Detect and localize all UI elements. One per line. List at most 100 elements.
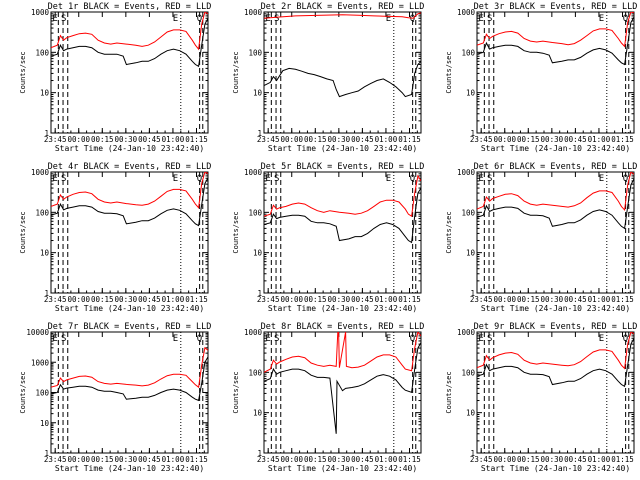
x-tick-label: 00:30 bbox=[541, 455, 564, 464]
marker-q: Q bbox=[623, 14, 628, 24]
y-axis-label: Counts/sec bbox=[445, 371, 453, 413]
panel-5: Det 5r BLACK = Events, RED = LLD 1 10 100 10… bbox=[232, 162, 424, 313]
y-tick-label: 10000 bbox=[26, 328, 49, 337]
x-axis-label: Start Time (24-Jan-10 23:42:40) bbox=[55, 144, 204, 153]
marker-e: E bbox=[599, 174, 604, 184]
marker-e: E bbox=[173, 334, 178, 344]
y-axis-label: Counts/sec bbox=[445, 51, 453, 93]
panel-title: Det 5r BLACK = Events, RED = LLD bbox=[261, 162, 425, 172]
panel-title: Det 7r BLACK = Events, RED = LLD bbox=[48, 322, 212, 332]
x-tick-label: 01:00 bbox=[588, 295, 611, 304]
x-tick-label: 01:00 bbox=[162, 295, 185, 304]
y-tick-label: 1000 bbox=[31, 8, 50, 17]
lld-series-line bbox=[51, 346, 208, 389]
y-axis-label: Counts/sec bbox=[232, 211, 240, 253]
x-tick-label: 01:00 bbox=[375, 135, 398, 144]
x-tick-label: 00:15 bbox=[304, 455, 327, 464]
marker-s: S bbox=[274, 14, 279, 24]
y-tick-label: 10 bbox=[253, 409, 263, 418]
marker-q: Q bbox=[197, 174, 202, 184]
x-tick-label: 00:45 bbox=[351, 295, 374, 304]
y-tick-label: 10 bbox=[253, 249, 263, 258]
x-tick-label: 01:15 bbox=[398, 135, 421, 144]
y-tick-label: 100 bbox=[461, 208, 475, 217]
x-tick-label: 00:15 bbox=[91, 135, 114, 144]
y-tick-label: 10 bbox=[466, 249, 476, 258]
x-tick-label: 00:30 bbox=[541, 295, 564, 304]
x-tick-label: 01:15 bbox=[611, 295, 634, 304]
x-tick-label: 00:00 bbox=[67, 135, 90, 144]
y-axis-label: Counts/sec bbox=[232, 51, 240, 93]
marker-e: E bbox=[265, 334, 270, 344]
plot-frame bbox=[50, 171, 209, 294]
y-tick-label: 1000 bbox=[244, 168, 263, 177]
x-tick-label: 23:45 bbox=[257, 295, 280, 304]
y-tick-label: 1000 bbox=[31, 358, 50, 367]
x-tick-label: 00:45 bbox=[351, 135, 374, 144]
x-tick-label: 00:00 bbox=[67, 295, 90, 304]
lld-series-line bbox=[477, 12, 634, 48]
marker-s: S bbox=[61, 174, 66, 184]
x-tick-label: 00:15 bbox=[304, 295, 327, 304]
x-tick-label: 00:00 bbox=[493, 455, 516, 464]
x-tick-label: 00:45 bbox=[351, 455, 374, 464]
marker-q: Q bbox=[410, 334, 415, 344]
panel-title: Det 2r BLACK = Events, RED = LLD bbox=[261, 2, 425, 12]
panel-6: Det 6r BLACK = Events, RED = LLD 1 10 100 10… bbox=[445, 162, 637, 313]
lld-series-line bbox=[51, 12, 208, 51]
marker-q: Q bbox=[410, 14, 415, 24]
panel-title: Det 6r BLACK = Events, RED = LLD bbox=[474, 162, 638, 172]
x-tick-label: 00:45 bbox=[564, 295, 587, 304]
marker-e: E bbox=[599, 14, 604, 24]
x-axis-label: Start Time (24-Jan-10 23:42:40) bbox=[481, 144, 630, 153]
x-tick-label: 01:15 bbox=[398, 455, 421, 464]
events-series-line bbox=[477, 16, 634, 66]
x-axis-label: Start Time (24-Jan-10 23:42:40) bbox=[268, 304, 417, 313]
marker-s: S bbox=[274, 334, 279, 344]
marker-e: E bbox=[265, 174, 270, 184]
panel-title: Det 1r BLACK = Events, RED = LLD bbox=[48, 2, 212, 12]
marker-e: E bbox=[52, 14, 57, 24]
x-tick-label: 00:45 bbox=[138, 135, 161, 144]
x-tick-label: 00:45 bbox=[138, 455, 161, 464]
y-axis-label: Counts/sec bbox=[19, 51, 27, 93]
x-tick-label: 00:30 bbox=[541, 135, 564, 144]
y-axis-label: Counts/sec bbox=[232, 371, 240, 413]
y-tick-label: 1000 bbox=[457, 168, 476, 177]
y-axis-label: Counts/sec bbox=[19, 211, 27, 253]
x-axis-label: Start Time (24-Jan-10 23:42:40) bbox=[481, 464, 630, 473]
x-tick-label: 00:45 bbox=[564, 455, 587, 464]
events-series-line bbox=[477, 337, 634, 388]
panel-title: Det 3r BLACK = Events, RED = LLD bbox=[474, 2, 638, 12]
x-tick-label: 23:45 bbox=[470, 135, 493, 144]
x-tick-label: 01:15 bbox=[185, 295, 208, 304]
x-tick-label: 00:30 bbox=[115, 455, 138, 464]
y-tick-label: 1000 bbox=[457, 8, 476, 17]
x-tick-label: 23:45 bbox=[257, 135, 280, 144]
y-tick-label: 100 bbox=[248, 208, 262, 217]
marker-e: E bbox=[265, 14, 270, 24]
x-tick-label: 01:00 bbox=[162, 455, 185, 464]
panel-title: Det 9r BLACK = Events, RED = LLD bbox=[474, 322, 638, 332]
events-series-line bbox=[51, 356, 208, 402]
panel-1: Det 1r BLACK = Events, RED = LLD 1 10 100 10… bbox=[19, 2, 211, 153]
x-tick-label: 00:15 bbox=[91, 295, 114, 304]
y-axis-label: Counts/sec bbox=[19, 371, 27, 413]
x-tick-label: 00:30 bbox=[115, 135, 138, 144]
plot-frame bbox=[50, 331, 209, 454]
x-tick-label: 23:45 bbox=[44, 135, 67, 144]
y-tick-label: 100 bbox=[248, 48, 262, 57]
events-series-line bbox=[477, 178, 634, 230]
marker-e: E bbox=[173, 14, 178, 24]
y-tick-label: 1 bbox=[470, 289, 475, 298]
marker-e: E bbox=[478, 14, 483, 24]
panel-4: Det 4r BLACK = Events, RED = LLD 1 10 100 10… bbox=[19, 162, 211, 313]
x-tick-label: 01:00 bbox=[375, 455, 398, 464]
lld-series-line bbox=[264, 12, 421, 19]
panel-title: Det 8r BLACK = Events, RED = LLD bbox=[261, 322, 425, 332]
marker-s: S bbox=[61, 14, 66, 24]
plot-frame bbox=[263, 171, 422, 294]
y-tick-label: 1 bbox=[257, 449, 262, 458]
x-tick-label: 23:45 bbox=[257, 455, 280, 464]
